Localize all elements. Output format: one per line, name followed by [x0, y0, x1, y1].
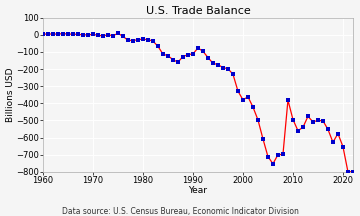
- Point: [220, 66, 226, 69]
- Point: [215, 63, 221, 66]
- Point: [290, 118, 296, 121]
- Point: [350, 170, 356, 173]
- Point: [95, 33, 101, 37]
- Point: [325, 128, 331, 131]
- Point: [180, 55, 186, 58]
- Point: [295, 129, 301, 132]
- Point: [245, 95, 251, 98]
- Point: [105, 33, 111, 37]
- Point: [45, 32, 51, 36]
- Point: [330, 141, 336, 144]
- Point: [345, 170, 351, 173]
- Title: U.S. Trade Balance: U.S. Trade Balance: [145, 6, 250, 16]
- Point: [195, 46, 201, 50]
- Point: [170, 58, 176, 61]
- Point: [225, 67, 231, 70]
- Point: [265, 155, 271, 158]
- Point: [150, 39, 156, 43]
- Point: [140, 37, 146, 41]
- Point: [210, 62, 216, 65]
- Point: [50, 32, 56, 36]
- Point: [230, 72, 236, 76]
- Point: [305, 115, 311, 118]
- Point: [90, 33, 96, 36]
- Point: [160, 52, 166, 56]
- Point: [285, 98, 291, 102]
- Point: [260, 137, 266, 141]
- Point: [190, 52, 196, 56]
- Point: [335, 132, 341, 135]
- Point: [315, 119, 321, 122]
- Point: [60, 32, 66, 35]
- Point: [75, 33, 81, 36]
- Point: [280, 153, 286, 156]
- Point: [110, 34, 116, 38]
- Point: [70, 32, 76, 36]
- Point: [300, 126, 306, 129]
- Point: [115, 32, 121, 35]
- Point: [120, 35, 126, 38]
- Point: [155, 44, 161, 48]
- Point: [125, 38, 131, 42]
- Point: [255, 118, 261, 122]
- Point: [65, 32, 71, 36]
- Point: [340, 145, 346, 148]
- Y-axis label: Billions USD: Billions USD: [5, 67, 14, 122]
- Point: [240, 98, 246, 102]
- Point: [235, 89, 241, 93]
- Point: [320, 119, 326, 122]
- Point: [175, 60, 181, 64]
- Point: [85, 33, 91, 37]
- Point: [270, 162, 276, 165]
- Point: [80, 33, 86, 37]
- Point: [165, 54, 171, 57]
- Point: [200, 49, 206, 53]
- Point: [275, 153, 281, 156]
- Point: [205, 56, 211, 59]
- Point: [55, 32, 61, 36]
- Point: [185, 53, 191, 56]
- Point: [310, 120, 316, 124]
- Text: Data source: U.S. Census Bureau, Economic Indicator Division: Data source: U.S. Census Bureau, Economi…: [62, 207, 298, 216]
- X-axis label: Year: Year: [189, 186, 207, 195]
- Point: [130, 39, 136, 42]
- Point: [100, 34, 106, 38]
- Point: [40, 33, 46, 36]
- Point: [145, 38, 151, 41]
- Point: [135, 38, 141, 41]
- Point: [250, 105, 256, 109]
